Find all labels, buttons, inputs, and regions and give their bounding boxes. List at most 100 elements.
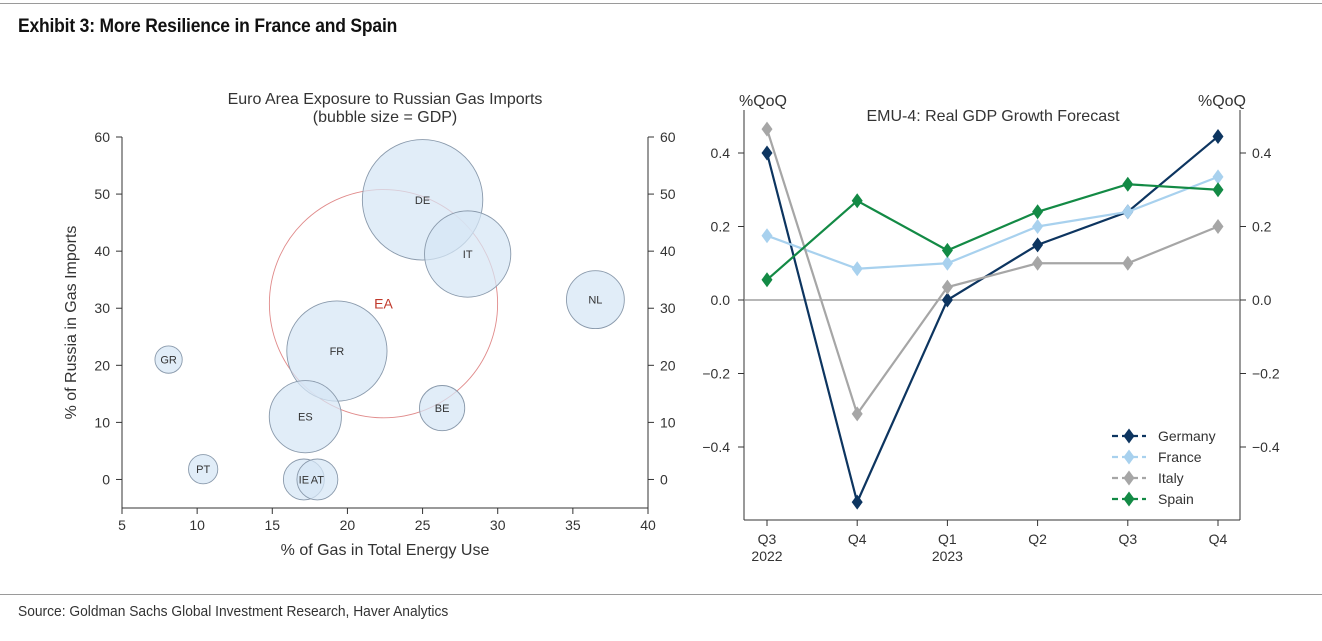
x-tick-label: 5 <box>118 517 126 533</box>
bubble-be <box>419 385 466 432</box>
bubble-pt <box>188 454 219 485</box>
x-axis-label: % of Gas in Total Energy Use <box>281 542 490 559</box>
point-italy <box>1032 255 1044 271</box>
point-france <box>851 261 863 277</box>
y-tick-label-right: 0.0 <box>1252 292 1272 308</box>
y-tick-label-left: 0 <box>102 471 110 487</box>
point-france <box>1212 169 1224 185</box>
line-chart: %QoQ %QoQ EMU-4: Real GDP Growth Forecast 0… <box>702 93 1279 564</box>
bubble-label-de: DE <box>415 195 430 207</box>
bubble-chart: Euro Area Exposure to Russian Gas Import… <box>63 91 676 559</box>
point-germany <box>761 145 773 161</box>
bubble-chart-title: Euro Area Exposure to Russian Gas Import… <box>228 91 543 108</box>
point-spain <box>1122 176 1134 192</box>
point-italy <box>851 406 863 422</box>
y-tick-label-left: 10 <box>94 414 110 430</box>
y-tick-label-left: 60 <box>94 129 110 145</box>
y-tick-label-right: 50 <box>660 186 676 202</box>
bubble-label-ie: IE <box>299 474 309 486</box>
legend-marker-spain <box>1123 491 1135 507</box>
bubble-it <box>424 210 512 298</box>
point-italy <box>1212 219 1224 234</box>
point-spain <box>851 193 863 209</box>
x-tick-sublabel: 2023 <box>932 548 963 564</box>
bottom-rule <box>0 594 1322 595</box>
series-line-italy <box>765 128 1219 417</box>
line-chart-title: EMU-4: Real GDP Growth Forecast <box>866 108 1120 125</box>
y-tick-label-left: 20 <box>94 357 110 373</box>
point-germany <box>851 494 863 510</box>
bubble-chart-subtitle: (bubble size = GDP) <box>313 109 458 126</box>
y-tick-label-right: −0.2 <box>1252 366 1280 382</box>
legend-label-germany: Germany <box>1158 428 1216 444</box>
legend-label-france: France <box>1158 449 1202 465</box>
x-tick-label: Q3 <box>758 531 777 547</box>
x-tick-sublabel: 2022 <box>751 548 782 564</box>
point-france <box>761 228 773 244</box>
y-tick-label-right: −0.4 <box>1252 439 1280 455</box>
point-germany <box>1212 128 1224 144</box>
point-spain <box>1032 204 1044 220</box>
x-tick-label: 30 <box>490 517 506 533</box>
x-tick-label: 20 <box>340 517 356 533</box>
y-axis-label: % of Russia in Gas Imports <box>63 226 80 420</box>
series-line-germany <box>765 135 1219 506</box>
x-tick-label: Q4 <box>1209 531 1228 547</box>
y-tick-label-right: 40 <box>660 243 676 259</box>
legend-marker-germany <box>1123 428 1135 444</box>
bubble-label-ea: EA <box>374 296 393 312</box>
point-france <box>1032 219 1044 234</box>
bubble-label-es: ES <box>298 412 313 424</box>
bubble-at <box>296 458 339 501</box>
y-tick-label-left: −0.2 <box>702 366 730 382</box>
y-tick-label-right: 20 <box>660 357 676 373</box>
top-rule <box>0 3 1322 4</box>
point-france <box>941 255 953 271</box>
y-tick-label-right: 0 <box>660 471 668 487</box>
bubble-label-nl: NL <box>588 295 602 307</box>
x-tick-label: 40 <box>640 517 656 533</box>
x-tick-label: 25 <box>415 517 431 533</box>
y-tick-label-right: 0.2 <box>1252 219 1272 235</box>
x-tick-label: 35 <box>565 517 581 533</box>
legend-marker-italy <box>1123 470 1135 486</box>
y-tick-label-left: 50 <box>94 186 110 202</box>
bubble-label-gr: GR <box>160 355 177 367</box>
y-tick-label-left: 0.0 <box>711 292 731 308</box>
series-line-france <box>766 175 1219 270</box>
x-tick-label: Q2 <box>1028 531 1047 547</box>
point-spain <box>761 272 773 288</box>
bubble-label-fr: FR <box>330 346 345 358</box>
y-tick-label-right: 10 <box>660 414 676 430</box>
legend-label-italy: Italy <box>1158 470 1184 486</box>
point-spain <box>941 242 953 258</box>
x-tick-label: Q1 <box>938 531 957 547</box>
x-tick-label: Q3 <box>1118 531 1137 547</box>
y-tick-label-right: 0.4 <box>1252 145 1272 161</box>
point-italy <box>761 121 773 137</box>
bubble-es <box>268 380 342 454</box>
exhibit-title: Exhibit 3: More Resilience in France and… <box>18 16 398 37</box>
bubble-label-be: BE <box>435 403 450 415</box>
bubble-nl <box>566 270 625 330</box>
legend-label-spain: Spain <box>1158 491 1194 507</box>
bubble-label-it: IT <box>463 249 473 261</box>
point-germany <box>1032 237 1044 253</box>
point-italy <box>941 279 953 295</box>
point-france <box>1122 204 1134 220</box>
y-tick-label-left: 0.2 <box>711 219 731 235</box>
bubble-label-at: AT <box>311 474 325 486</box>
y-tick-label-right: 30 <box>660 300 676 316</box>
point-spain <box>1212 182 1224 198</box>
point-italy <box>1122 255 1134 271</box>
series-line-spain <box>766 183 1219 281</box>
bubble-gr <box>154 345 183 374</box>
y-tick-label-left: −0.4 <box>702 439 730 455</box>
y-axis-label-right: %QoQ <box>1198 93 1246 110</box>
point-germany <box>941 292 953 308</box>
y-tick-label-left: 40 <box>94 243 110 259</box>
x-tick-label: 10 <box>189 517 205 533</box>
x-tick-label: 15 <box>264 517 280 533</box>
y-tick-label-right: 60 <box>660 129 676 145</box>
